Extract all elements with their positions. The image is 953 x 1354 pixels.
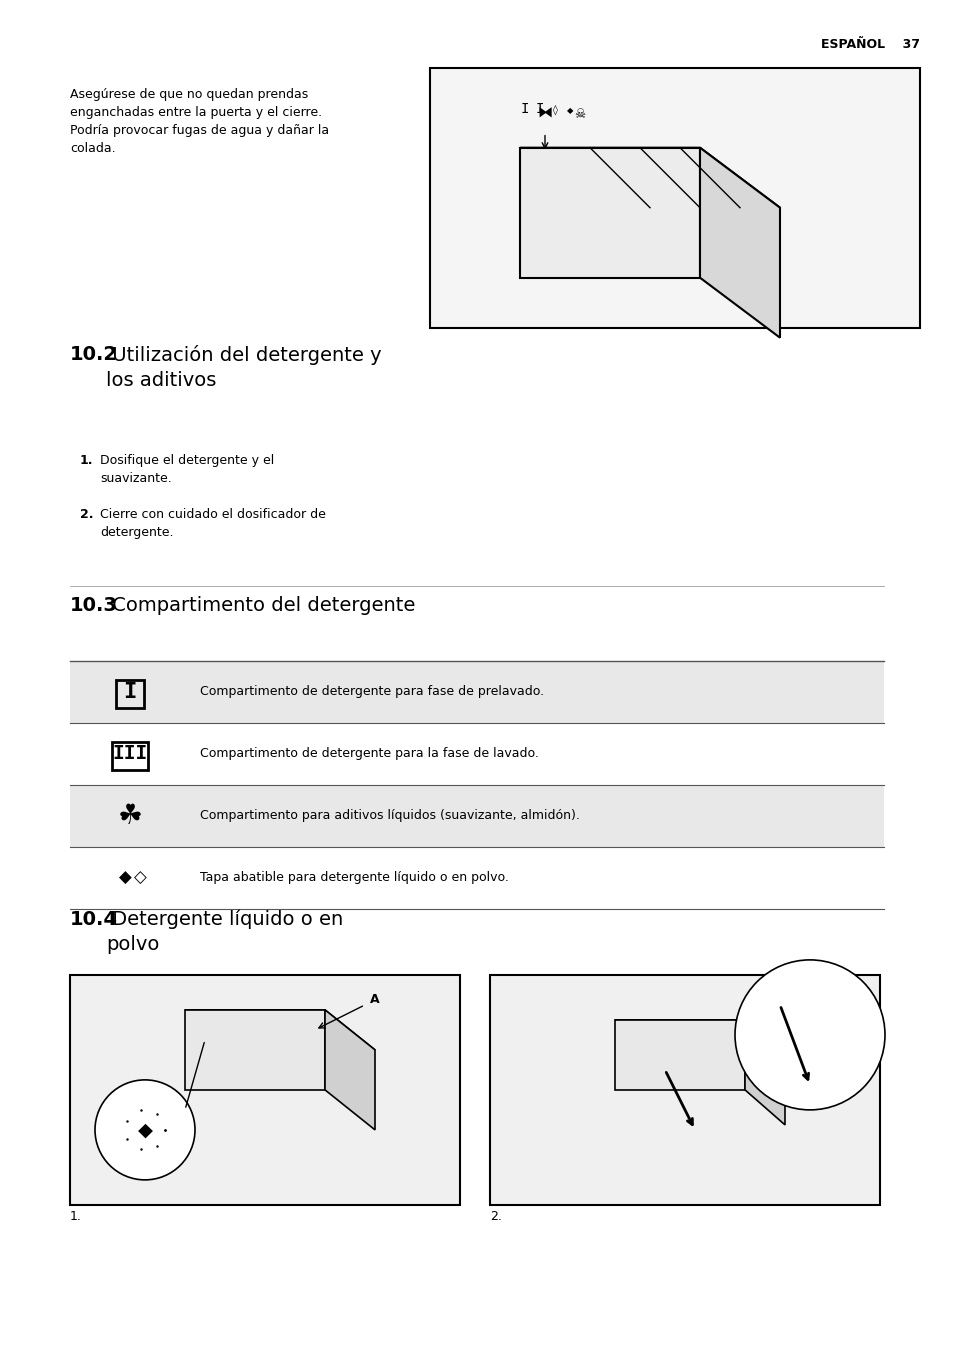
Bar bbox=[70, 975, 459, 1205]
Bar bbox=[430, 68, 919, 328]
Text: Tapa abatible para detergente líquido o en polvo.: Tapa abatible para detergente líquido o … bbox=[200, 871, 508, 884]
Text: Utilización del detergente y
los aditivos: Utilización del detergente y los aditivo… bbox=[106, 345, 381, 390]
Polygon shape bbox=[519, 148, 700, 278]
Text: Asegúrese de que no quedan prendas
enganchadas entre la puerta y el cierre.
Podr: Asegúrese de que no quedan prendas engan… bbox=[70, 88, 329, 154]
Text: 1.: 1. bbox=[80, 454, 93, 467]
Bar bbox=[70, 846, 883, 909]
Polygon shape bbox=[615, 1020, 744, 1090]
Circle shape bbox=[95, 1080, 194, 1179]
Text: ◆: ◆ bbox=[566, 106, 573, 115]
Text: A: A bbox=[370, 994, 379, 1006]
Bar bbox=[70, 661, 883, 723]
Text: ◊: ◊ bbox=[552, 104, 557, 115]
Text: ESPAÑOL    37: ESPAÑOL 37 bbox=[821, 38, 919, 51]
Text: I: I bbox=[536, 102, 543, 115]
Polygon shape bbox=[185, 1010, 325, 1090]
Text: ⧓: ⧓ bbox=[537, 106, 552, 121]
Bar bbox=[70, 723, 883, 785]
Bar bbox=[70, 785, 883, 846]
Text: ◇: ◇ bbox=[133, 869, 146, 887]
Text: ◆: ◆ bbox=[137, 1120, 152, 1139]
Polygon shape bbox=[325, 1010, 375, 1129]
Text: I: I bbox=[123, 682, 136, 701]
Text: Dosifique el detergente y el
suavizante.: Dosifique el detergente y el suavizante. bbox=[100, 454, 274, 485]
Text: Compartimento para aditivos líquidos (suavizante, almidón).: Compartimento para aditivos líquidos (su… bbox=[200, 810, 579, 822]
Text: 2.: 2. bbox=[490, 1210, 501, 1223]
Text: I: I bbox=[520, 102, 529, 115]
Text: Cierre con cuidado el dosificador de
detergente.: Cierre con cuidado el dosificador de det… bbox=[100, 508, 326, 539]
Text: Compartimento de detergente para la fase de lavado.: Compartimento de detergente para la fase… bbox=[200, 747, 538, 760]
Circle shape bbox=[734, 960, 884, 1110]
Text: 10.3: 10.3 bbox=[70, 596, 118, 615]
Text: 1.: 1. bbox=[70, 1210, 82, 1223]
Text: 10.2: 10.2 bbox=[70, 345, 118, 364]
Polygon shape bbox=[185, 1010, 375, 1049]
Text: 10.4: 10.4 bbox=[70, 910, 118, 929]
Polygon shape bbox=[700, 148, 780, 337]
Text: Compartimento de detergente para fase de prelavado.: Compartimento de detergente para fase de… bbox=[200, 685, 543, 699]
Text: Detergente líquido o en
polvo: Detergente líquido o en polvo bbox=[106, 910, 343, 955]
Polygon shape bbox=[519, 148, 780, 207]
Polygon shape bbox=[744, 1020, 784, 1125]
Text: 2.: 2. bbox=[80, 508, 93, 521]
Text: ☘: ☘ bbox=[117, 802, 142, 830]
Text: ☠: ☠ bbox=[574, 108, 585, 121]
Text: ◆: ◆ bbox=[118, 869, 132, 887]
Text: Compartimento del detergente: Compartimento del detergente bbox=[106, 596, 415, 615]
Text: III: III bbox=[112, 745, 148, 764]
Bar bbox=[116, 680, 144, 708]
Polygon shape bbox=[615, 1020, 784, 1055]
Bar bbox=[112, 742, 148, 770]
Bar bbox=[490, 975, 879, 1205]
